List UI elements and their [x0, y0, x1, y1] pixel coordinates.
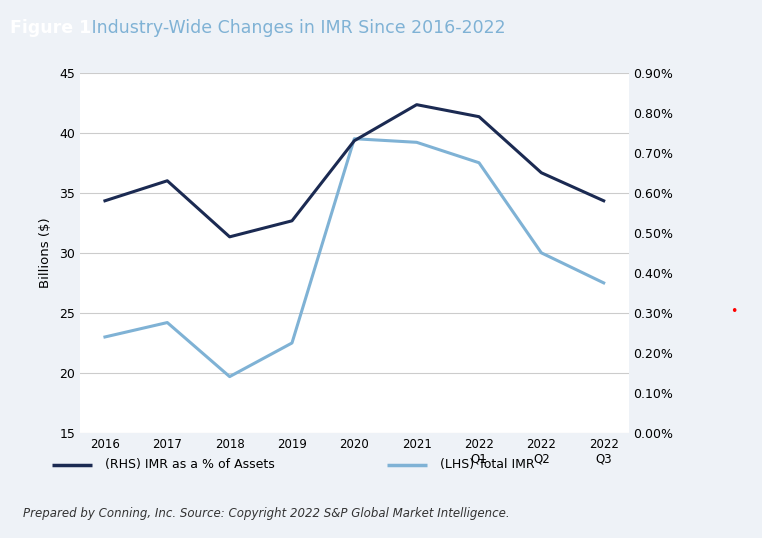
- Text: •: •: [730, 305, 738, 318]
- Text: Industry-Wide Changes in IMR Since 2016-2022: Industry-Wide Changes in IMR Since 2016-…: [86, 19, 506, 37]
- Text: (LHS) Total IMR: (LHS) Total IMR: [440, 458, 535, 471]
- Text: Prepared by Conning, Inc. Source: Copyright 2022 S&P Global Market Intelligence.: Prepared by Conning, Inc. Source: Copyri…: [23, 507, 510, 520]
- Text: (RHS) IMR as a % of Assets: (RHS) IMR as a % of Assets: [105, 458, 275, 471]
- Text: Figure 1: Figure 1: [10, 19, 91, 37]
- Y-axis label: Billions ($): Billions ($): [40, 217, 53, 288]
